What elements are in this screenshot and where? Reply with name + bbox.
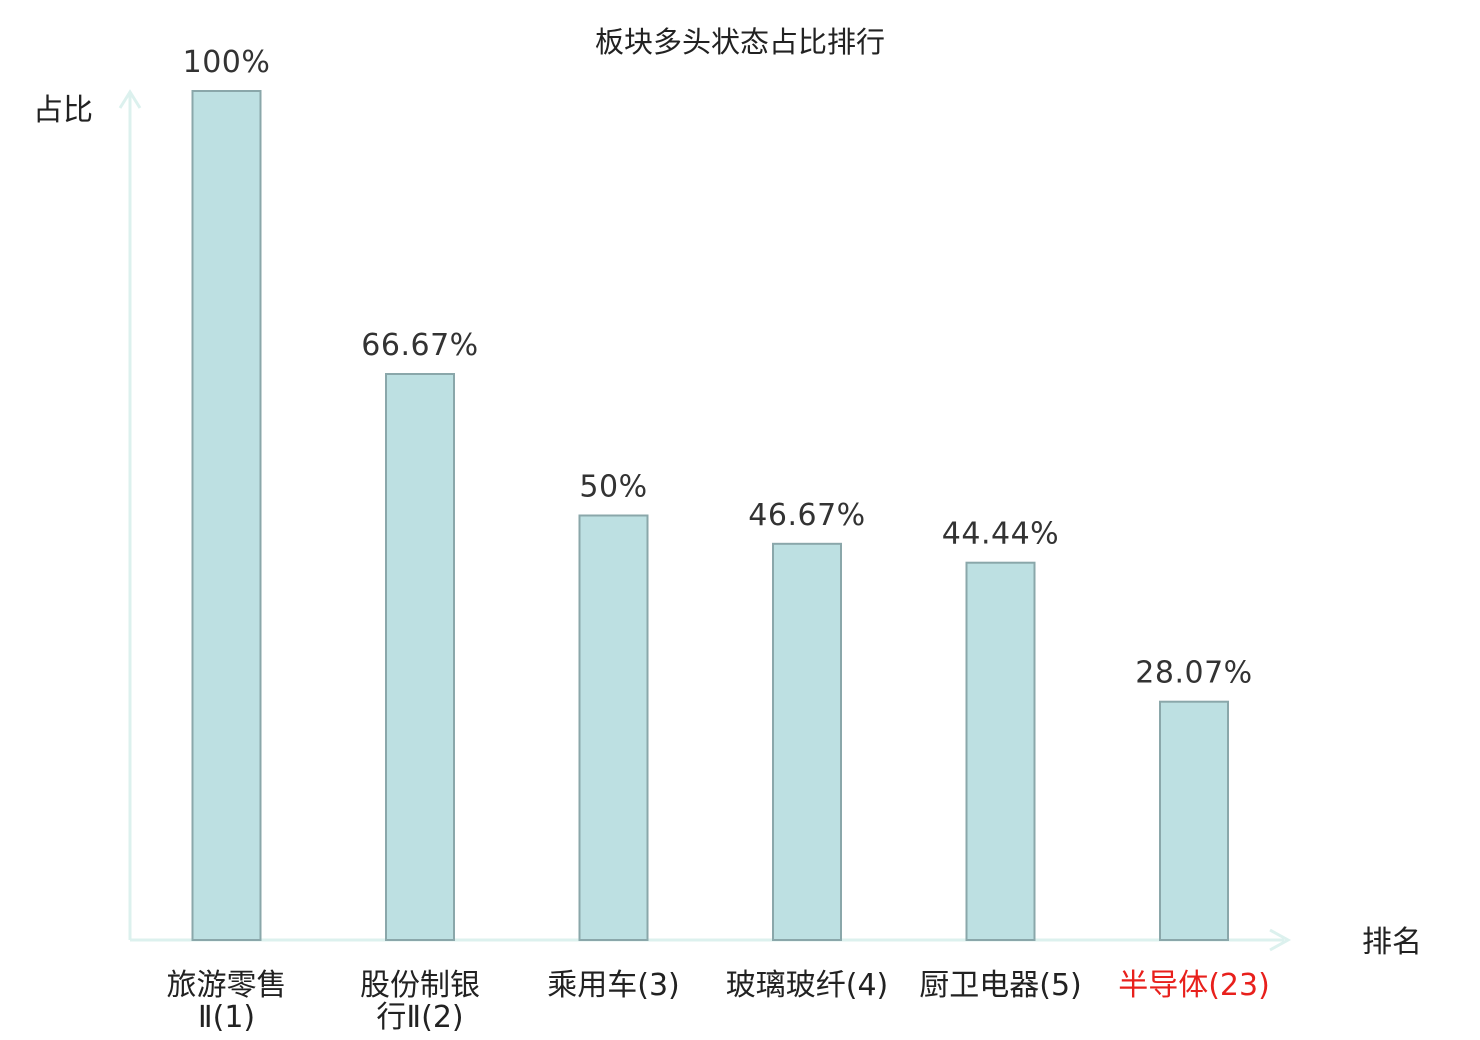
category-label: 旅游零售 Ⅱ(1): [167, 968, 287, 1035]
category-label-line: 厨卫电器(5): [919, 968, 1082, 1003]
category-label-line: 半导体(23): [1118, 968, 1270, 1003]
y-axis: 占比: [33, 89, 142, 940]
x-axis-label: 排名: [1362, 925, 1422, 960]
category-label-line: 旅游零售: [167, 968, 287, 1003]
bar: [191, 90, 262, 941]
value-labels-group: 100% 66.67% 50% 46.67% 44.44% 28.07%: [183, 45, 1253, 691]
category-labels-group: 旅游零售 Ⅱ(1) 股份制银行Ⅱ(2) 乘用车(3) 玻璃玻纤(4) 厨卫电器(5) 半导体…: [167, 968, 1270, 1035]
x-axis: 排名: [130, 925, 1422, 960]
category-label-line: 乘用车(3): [547, 968, 680, 1003]
bar: [385, 373, 455, 941]
category-label-line: Ⅱ(1): [198, 1000, 255, 1035]
category-label-line: 玻璃玻纤(4): [726, 968, 889, 1003]
category-label: 玻璃玻纤(4): [726, 968, 889, 1003]
category-label-line: 行Ⅱ(2): [376, 1000, 463, 1035]
category-label: 乘用车(3): [547, 968, 680, 1003]
bars-group: [191, 90, 1229, 942]
x-axis-arrow: [1269, 928, 1292, 952]
bar: [772, 542, 842, 941]
value-label: 44.44%: [942, 517, 1059, 552]
bar: [1159, 700, 1229, 942]
y-axis-label: 占比: [33, 93, 93, 128]
category-label-line: 股份制银: [360, 968, 480, 1003]
value-label: 46.67%: [748, 498, 865, 533]
value-label: 100%: [183, 45, 271, 80]
value-label: 50%: [579, 470, 647, 505]
category-label: 股份制银行Ⅱ(2): [360, 968, 480, 1035]
bar: [965, 561, 1036, 941]
category-label: 厨卫电器(5): [919, 968, 1082, 1003]
chart-title: 板块多头状态占比排行: [595, 25, 885, 59]
value-label: 66.67%: [361, 328, 478, 363]
category-label: 半导体(23): [1118, 968, 1270, 1003]
value-label: 28.07%: [1135, 656, 1252, 691]
y-axis-arrow: [118, 89, 142, 109]
bar: [578, 514, 649, 941]
